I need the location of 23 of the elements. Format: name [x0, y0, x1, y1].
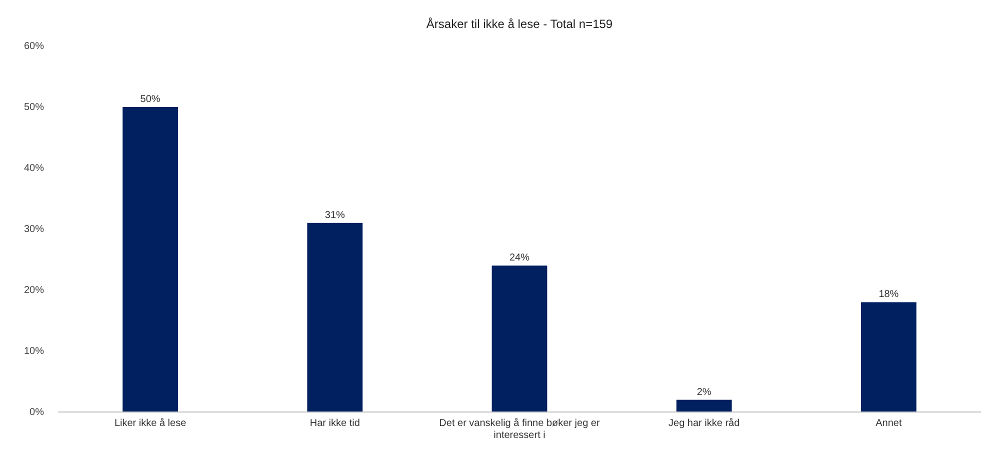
x-tick-label: Annet — [876, 418, 902, 429]
y-tick-label: 50% — [24, 102, 44, 114]
x-tick-label: Har ikke tid — [310, 418, 360, 429]
x-tick-label: Det er vanskelig å finne bøker jeg er interessert i — [439, 417, 600, 441]
y-tick-label: 40% — [24, 163, 44, 174]
bar — [307, 222, 363, 412]
y-tick-label: 10% — [24, 346, 44, 358]
y-tick-label: 20% — [24, 285, 44, 296]
bar — [492, 266, 548, 412]
y-tick-label: 60% — [24, 41, 44, 52]
y-tick-label: 0% — [30, 407, 44, 418]
bar — [861, 302, 916, 412]
chart-title: Årsaker til ikke å lese - Total n=159 — [426, 17, 613, 31]
data-label: 18% — [878, 289, 899, 300]
x-tick-label: Liker ikke å lese — [114, 417, 187, 429]
data-label: 24% — [509, 252, 530, 264]
bar — [122, 107, 178, 412]
data-label: 31% — [324, 210, 346, 221]
data-label: 2% — [696, 386, 712, 398]
bar — [676, 400, 732, 412]
x-tick-label: Jeg har ikke råd — [668, 417, 740, 429]
y-tick-label: 30% — [24, 224, 44, 236]
data-label: 50% — [140, 94, 160, 105]
